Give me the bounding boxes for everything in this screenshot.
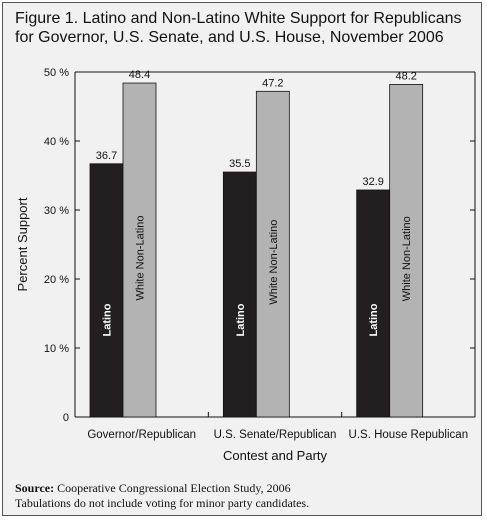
bar-value-label: 48.4 <box>129 69 150 81</box>
y-tick-label: 30 % <box>44 205 69 217</box>
bar-value-label: 47.2 <box>262 77 283 89</box>
bar-value-label: 36.7 <box>96 150 117 162</box>
bar-series-label: White Non-Latino <box>135 216 147 301</box>
bar-value-label: 32.9 <box>362 176 383 188</box>
source-line: Source: Cooperative Congressional Electi… <box>15 481 475 496</box>
source-text: Cooperative Congressional Election Study… <box>57 481 291 495</box>
chart-bars <box>89 82 424 418</box>
bar-latino <box>222 171 257 418</box>
chart-labels: 0 10 % 20 % 30 % 40 % 50 % Percent Support 36.7… <box>15 67 468 463</box>
bar-series-label: White Non-Latino <box>268 220 280 305</box>
x-axis-title: Contest and Party <box>223 448 328 463</box>
bar-series-label: Latino <box>368 303 380 336</box>
figure-frame: Figure 1. Latino and Non-Latino White Su… <box>2 2 482 516</box>
source-label: Source: <box>15 481 55 495</box>
y-axis-title: Percent Support <box>15 197 30 291</box>
bar-white-non-latino <box>122 82 157 418</box>
bar-white-non-latino <box>389 84 424 418</box>
x-tick-label: Governor/Republican <box>87 429 196 441</box>
y-tick-label: 10 % <box>44 343 69 355</box>
x-tick-label: U.S. Senate/Republican <box>214 429 337 441</box>
y-tick-label: 50 % <box>44 67 69 79</box>
bar-chart: 0 10 % 20 % 30 % 40 % 50 % Percent Support 36.7… <box>15 67 476 463</box>
y-tick-label: 20 % <box>44 274 69 286</box>
bar-value-label: 48.2 <box>395 70 416 82</box>
footnote: Tabulations do not include voting for mi… <box>15 496 310 510</box>
bar-series-label: Latino <box>102 303 114 336</box>
bar-value-label: 35.5 <box>229 158 250 170</box>
x-tick-label: U.S. House Republican <box>349 429 469 441</box>
bar-series-label: Latino <box>235 303 247 336</box>
bar-latino <box>89 163 124 418</box>
y-tick-label: 40 % <box>44 136 69 148</box>
chart-footer: Source: Cooperative Congressional Electi… <box>15 481 475 511</box>
chart-title: Figure 1. Latino and Non-Latino White Su… <box>15 10 462 46</box>
y-tick-label: 0 <box>63 412 69 424</box>
bar-white-non-latino <box>255 90 290 418</box>
bar-series-label: White Non-Latino <box>401 216 413 301</box>
bar-latino <box>356 189 391 418</box>
